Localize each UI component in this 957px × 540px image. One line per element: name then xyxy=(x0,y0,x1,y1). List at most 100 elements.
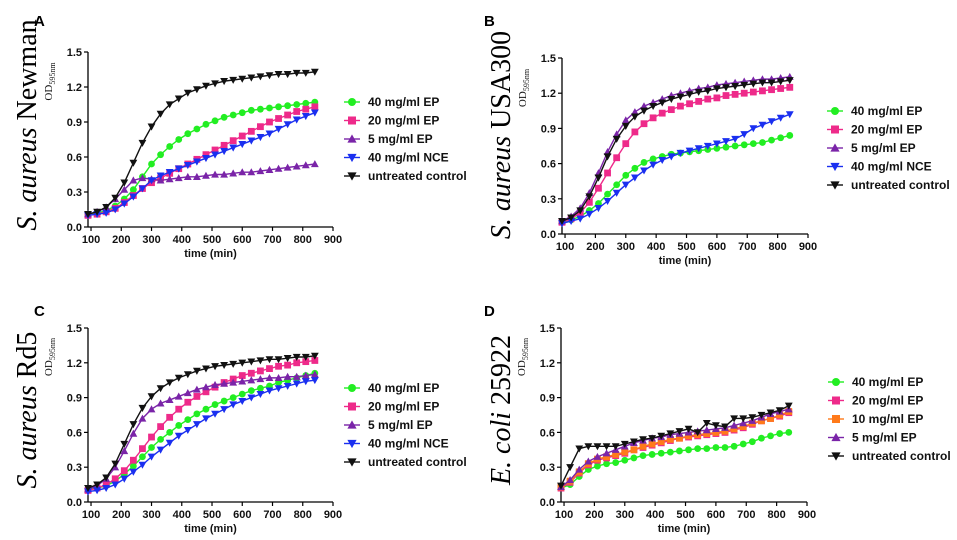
panel-b-data-point xyxy=(694,145,703,153)
panel-c-legend-item: 5 mg/ml EP xyxy=(344,418,433,432)
panel-d-legend-label: untreated control xyxy=(852,449,951,463)
panel-d-data-point xyxy=(730,442,738,450)
panel-b-organism-title: S. aureus USA300 xyxy=(486,31,517,239)
panel-c-data-point xyxy=(120,475,129,483)
panel-d-legend-item: 20 mg/ml EP xyxy=(828,394,923,408)
panel-c-data-point xyxy=(120,467,128,475)
panel-b-x-tick-label: 700 xyxy=(738,241,756,253)
panel-a-data-point xyxy=(302,99,310,107)
panel-a-data-point xyxy=(266,104,273,112)
panel-c-data-point xyxy=(129,421,138,429)
panel-a-organism-rest: Newman xyxy=(12,19,43,127)
panel-b-data-point xyxy=(685,91,694,99)
panel-c-legend-item: 40 mg/ml NCE xyxy=(344,437,449,451)
panel-a-data-point xyxy=(257,123,264,131)
panel-b-data-point xyxy=(777,85,785,92)
panel-c-data-point xyxy=(147,393,156,401)
panel-c-legend-marker xyxy=(347,458,357,467)
panel-d-data-point xyxy=(757,411,766,419)
panel-b-data-point xyxy=(740,89,748,97)
panel-d-data-point xyxy=(784,402,793,410)
panel-b-data-point xyxy=(704,95,712,103)
panel-a-legend-label: untreated control xyxy=(368,169,467,183)
panel-a-data-point xyxy=(220,78,229,86)
panel-c-data-point xyxy=(211,401,219,408)
panel-c-data-point xyxy=(301,353,310,361)
panel-c-series-5 xyxy=(84,352,319,492)
panel-b-data-point xyxy=(731,90,739,98)
panel-c-data-point xyxy=(283,382,292,390)
panel-a-data-point xyxy=(192,158,201,166)
panel-a-data-point xyxy=(111,194,120,202)
panel-a-y-label: OD595nm xyxy=(43,62,57,101)
panel-a-x-label: time (min) xyxy=(184,248,237,260)
panel-b-data-point xyxy=(722,138,730,146)
panel-c-legend-item: 40 mg/ml EP xyxy=(344,381,439,395)
panel-a-data-point xyxy=(102,209,111,217)
panel-a-data-point xyxy=(183,172,192,180)
panel-d-data-point xyxy=(639,442,647,450)
panel-b-data-point xyxy=(640,159,648,166)
panel-d-data-point xyxy=(621,456,629,464)
panel-b-data-point xyxy=(759,139,766,146)
panel-d-x-tick-label: 100 xyxy=(555,509,573,521)
panel-c-data-point xyxy=(283,355,292,363)
panel-d-data-point xyxy=(612,451,620,458)
panel-a-data-point xyxy=(93,208,101,216)
panel-a-data-point xyxy=(293,101,301,108)
panel-a-data-point xyxy=(220,113,228,121)
panel-c-data-point xyxy=(202,383,210,391)
panel-a-data-point xyxy=(166,143,174,150)
panel-a-data-point xyxy=(193,125,201,133)
panel-d-y-tick-label: 0.0 xyxy=(540,497,555,509)
panel-b-organism-rest: USA300 xyxy=(486,31,517,136)
panel-b-data-point xyxy=(713,94,721,102)
panel-b-data-point xyxy=(631,128,639,136)
panel-b-data-point xyxy=(722,143,730,151)
panel-b-data-point xyxy=(785,77,794,85)
panel-b-data-point xyxy=(649,155,657,163)
panel-b-series-line xyxy=(561,79,790,222)
panel-a-data-point xyxy=(247,137,256,145)
panel-a-data-point xyxy=(310,109,319,117)
panel-d-data-point xyxy=(629,438,638,446)
panel-b-x-tick-label: 800 xyxy=(768,241,786,253)
panel-b-x-tick-label: 300 xyxy=(617,241,635,253)
panel-d-data-point xyxy=(611,443,620,451)
panel-c-data-point xyxy=(129,462,137,470)
panel-c-data-point xyxy=(202,405,210,413)
panel-c-data-point xyxy=(111,475,119,483)
panel-b-data-point xyxy=(767,79,776,87)
panel-a-data-point xyxy=(229,76,238,84)
panel-b-data-point xyxy=(630,174,639,182)
panel-c-legend-label: 20 mg/ml EP xyxy=(368,400,439,414)
panel-a-y-tick-label: 1.5 xyxy=(67,47,82,59)
panel-b-data-point xyxy=(604,169,611,177)
panel-a-data-point xyxy=(292,69,301,77)
panel-c-y-label: OD595nm xyxy=(43,337,57,376)
panel-c-data-point xyxy=(229,360,238,368)
panel-d-data-point xyxy=(603,453,610,461)
panel-d-data-point xyxy=(603,460,610,468)
panel-b-legend-marker xyxy=(830,162,840,172)
panel-a-x-tick-label: 800 xyxy=(294,234,312,246)
panel-d-data-point xyxy=(602,443,611,451)
panel-a-series-3 xyxy=(84,160,319,218)
panel-a-data-point xyxy=(238,141,247,149)
panel-c-data-point xyxy=(310,370,319,378)
panel-c-y-tick-label: 0.0 xyxy=(67,497,82,509)
panel-c-data-point xyxy=(156,446,165,454)
panel-b-legend-marker xyxy=(831,125,839,134)
panel-b-data-point xyxy=(640,107,648,115)
panel-a-data-point xyxy=(138,185,147,193)
panel-b-legend-label: 20 mg/ml EP xyxy=(851,123,922,137)
panel-b-data-point xyxy=(694,88,703,96)
panel-a-data-point xyxy=(183,162,192,170)
panel-c-data-point xyxy=(192,421,201,429)
panel-c-data-point xyxy=(265,387,274,395)
panel-a-y-tick-label: 1.2 xyxy=(67,82,82,94)
panel-d-data-point xyxy=(666,435,674,443)
panel-d-data-point xyxy=(657,432,666,440)
panel-b-data-point xyxy=(685,147,694,155)
panel-c-data-point xyxy=(202,365,210,373)
